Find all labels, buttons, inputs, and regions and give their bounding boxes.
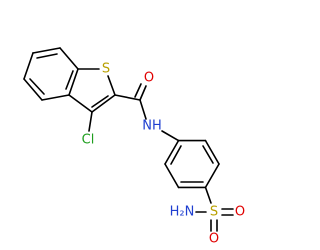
bond bbox=[68, 94, 93, 113]
bond bbox=[139, 99, 147, 120]
bond bbox=[29, 78, 45, 95]
bond bbox=[41, 94, 70, 101]
bond bbox=[161, 130, 180, 142]
bonds bbox=[23, 47, 234, 232]
bond bbox=[59, 47, 79, 70]
atom-label: H₂N bbox=[170, 205, 195, 220]
bond bbox=[170, 145, 182, 165]
bond bbox=[36, 53, 58, 59]
molecule-diagram: S O Cl NH S O O H₂N bbox=[23, 47, 245, 247]
bond bbox=[204, 186, 212, 204]
bond bbox=[114, 94, 141, 101]
bond bbox=[23, 78, 43, 101]
bond bbox=[91, 94, 116, 113]
bond bbox=[23, 52, 34, 80]
atom-label: S bbox=[102, 62, 110, 77]
bond bbox=[134, 83, 142, 98]
bond bbox=[68, 68, 79, 96]
bond bbox=[204, 163, 220, 189]
bond bbox=[32, 47, 61, 54]
bond bbox=[164, 139, 180, 165]
bond bbox=[202, 145, 214, 164]
bond bbox=[204, 139, 220, 165]
bond bbox=[164, 163, 180, 189]
atom-label: O bbox=[209, 232, 219, 247]
bond bbox=[88, 111, 93, 132]
atom-label: O bbox=[235, 205, 245, 220]
bond bbox=[91, 95, 109, 108]
atom-label: Cl bbox=[82, 133, 95, 148]
bond bbox=[65, 70, 74, 90]
bond bbox=[139, 85, 147, 101]
atom-label: S bbox=[210, 205, 218, 220]
atom-label: NH bbox=[142, 119, 162, 134]
bond bbox=[107, 75, 116, 96]
atom-label: O bbox=[144, 71, 154, 86]
